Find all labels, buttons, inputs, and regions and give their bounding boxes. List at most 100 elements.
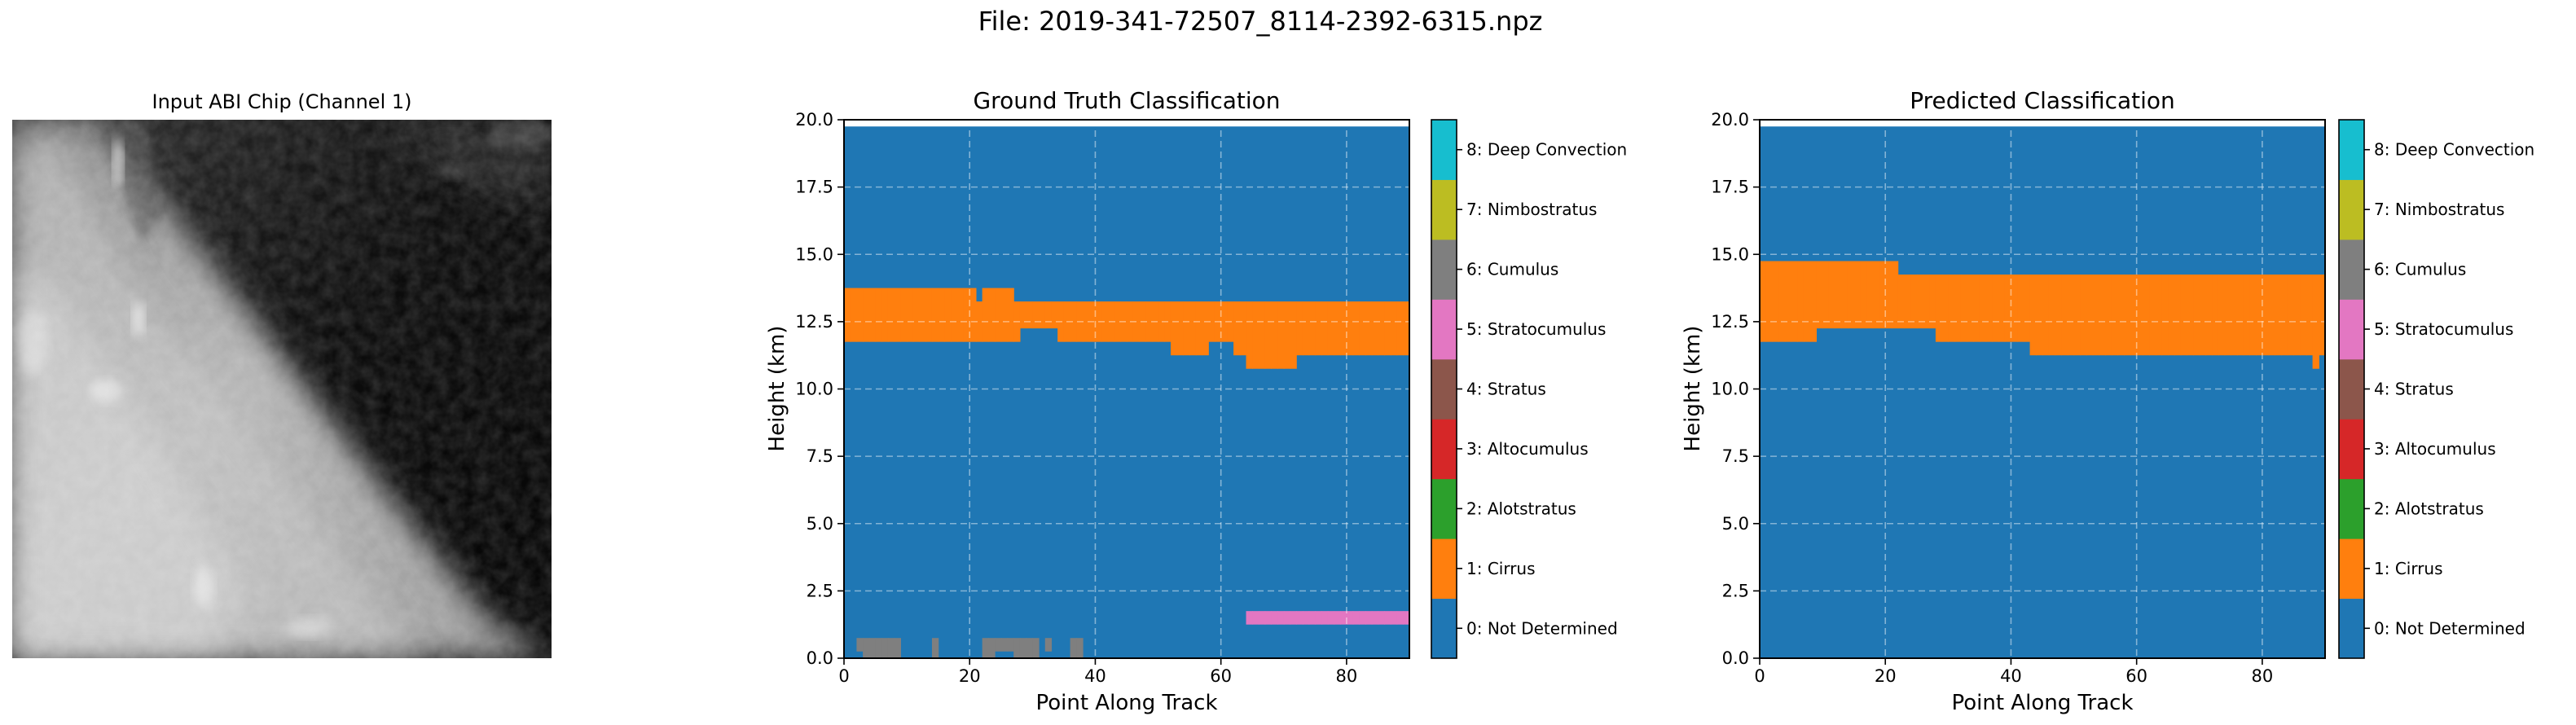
heatmap-cell-class-1: [1132, 301, 1141, 342]
colorbar-swatch: [1431, 120, 1457, 180]
heatmap-cell-class-1: [2117, 275, 2125, 356]
y-tick-label: 15.0: [1711, 244, 1749, 264]
heatmap-cell-class-5: [1384, 611, 1391, 625]
heatmap-cell-class-1: [995, 288, 1002, 342]
heatmap-cell-class-6: [995, 638, 1002, 652]
colorbar-label: 1: Cirrus: [2374, 559, 2443, 578]
colorbar: 0: Not Determined 1: Cirrus 2: Alotstratus…: [1431, 119, 1627, 659]
heatmap-cell-class-1: [1000, 288, 1009, 342]
heatmap-cell-class-1: [1070, 301, 1077, 342]
heatmap-cell-class-1: [868, 288, 877, 342]
colorbar-swatch: [2339, 419, 2364, 480]
heatmap-cell-class-1: [2042, 275, 2050, 356]
heatmap-cell-class-5: [1403, 611, 1409, 625]
heatmap-cell-class-5: [1296, 611, 1303, 625]
heatmap-cell-class-1: [1220, 301, 1228, 342]
x-tick-label: 80: [1336, 666, 1358, 686]
heatmap-cell-class-1: [1910, 275, 1918, 329]
heatmap-cell-class-6: [881, 638, 889, 658]
heatmap-cell-class-1: [2105, 275, 2112, 356]
heatmap-cell-class-1: [1151, 301, 1159, 342]
heatmap-cell-class-1: [1828, 261, 1836, 329]
heatmap-cell-class-5: [1365, 611, 1373, 625]
y-axis: 0.0 2.5 5.0 7.5 10.0 12.5 15.0 17.5 20.0: [795, 110, 844, 668]
heatmap-cell-class-1: [1960, 275, 1968, 342]
heatmap-cell-class-5: [1327, 611, 1335, 625]
heatmap-cell-class-1: [1371, 301, 1379, 356]
heatmap-cell-class-6: [931, 638, 939, 658]
heatmap-cell-class-1: [1998, 275, 2006, 342]
colorbar-label: 6: Cumulus: [1466, 260, 1558, 279]
abi-image-title: Input ABI Chip (Channel 1): [152, 90, 411, 113]
heatmap-cell-class-1: [1378, 301, 1385, 356]
x-tick-label: 0: [838, 666, 849, 686]
abi-image-panel: Input ABI Chip (Channel 1): [12, 90, 552, 658]
heatmap-cell-class-5: [1271, 611, 1278, 625]
heatmap-cell-class-1: [1308, 301, 1316, 356]
heatmap-cell-class-1: [1778, 261, 1786, 342]
x-axis: 0 20 40 60 80: [838, 658, 1357, 686]
heatmap-cell-class-1: [1784, 261, 1792, 342]
heatmap-cell-class-6: [1007, 638, 1014, 652]
heatmap-cell-class-5: [1290, 611, 1297, 625]
heatmap-cell-class-1: [1973, 275, 1980, 342]
heatmap-cell-class-1: [1853, 261, 1861, 329]
x-axis-label: Point Along Track: [1035, 691, 1217, 715]
heatmap-cell-class-1: [907, 288, 914, 342]
heatmap-cell-class-6: [894, 638, 901, 658]
heatmap-cell-class-1: [1346, 301, 1354, 356]
heatmap-cell-class-1: [2099, 275, 2106, 356]
heatmap-cell-class-1: [1183, 301, 1190, 356]
colorbar-swatch: [1431, 358, 1457, 420]
heatmap-cell-class-1: [887, 288, 895, 342]
colorbar-frame: [1431, 119, 1457, 659]
x-tick-label: 60: [2125, 666, 2147, 686]
heatmap-cell-class-1: [1979, 275, 1987, 342]
heatmap-cell-class-5: [1390, 611, 1398, 625]
heatmap-cell-class-1: [1170, 301, 1178, 356]
chart-title: Ground Truth Classification: [973, 87, 1280, 114]
heatmap-cell-class-1: [1013, 301, 1021, 342]
heatmap-cell-class-1: [1063, 301, 1071, 342]
heatmap-cell-class-1: [1935, 275, 1943, 342]
heatmap-cell-class-6: [863, 638, 870, 658]
heatmap-cell-class-1: [1797, 261, 1805, 342]
heatmap-cell-class-1: [925, 288, 933, 342]
colorbar-label: 7: Nimbostratus: [1466, 200, 1597, 219]
heatmap-cell-class-1: [2212, 275, 2219, 356]
heatmap-cell-class-5: [1302, 611, 1310, 625]
heatmap-cell-class-1: [963, 288, 970, 342]
x-tick-label: 20: [959, 666, 981, 686]
heatmap-cell-class-1: [2067, 275, 2075, 356]
colorbar-frame: [2338, 119, 2365, 659]
heatmap-cell-class-5: [1396, 611, 1404, 625]
colorbar-label: 8: Deep Convection: [2374, 140, 2534, 160]
heatmap-cell-class-6: [982, 638, 989, 658]
heatmap-cell-class-5: [1264, 611, 1272, 625]
y-tick-label: 2.5: [1722, 581, 1749, 600]
heatmap-cell-class-1: [1044, 301, 1053, 329]
heatmap-cell-class-1: [1860, 261, 1867, 329]
y-axis-label: Height (km): [765, 326, 789, 452]
y-tick-label: 5.0: [1722, 514, 1749, 534]
heatmap-cell-class-1: [2136, 275, 2143, 356]
colorbar-swatch: [2339, 598, 2364, 659]
heatmap-cell-class-1: [1019, 301, 1027, 329]
colorbar-label: 2: Alotstratus: [2374, 499, 2484, 518]
heatmap-background-cells: [1760, 126, 2325, 658]
heatmap-cell-class-1: [1954, 275, 1962, 342]
figure-suptitle: File: 2019-341-72507_8114-2392-6315.npz: [978, 6, 1543, 37]
heatmap-cell-class-1: [1127, 301, 1134, 342]
heatmap-cell-class-1: [1208, 301, 1215, 342]
heatmap-cell-class-1: [1985, 275, 1993, 342]
heatmap-cell-class-1: [1195, 301, 1203, 356]
heatmap-cell-class-1: [1176, 301, 1184, 356]
heatmap-cell-class-1: [1321, 301, 1329, 356]
heatmap-plot-area: [1760, 126, 2325, 658]
heatmap-cell-class-1: [1340, 301, 1347, 356]
heatmap-cell-class-1: [1879, 261, 1886, 329]
heatmap-cell-class-1: [1390, 301, 1398, 356]
heatmap-cell-class-1: [2180, 275, 2187, 356]
heatmap-cell-class-6: [1019, 638, 1027, 658]
heatmap-cell-class-1: [938, 288, 945, 342]
